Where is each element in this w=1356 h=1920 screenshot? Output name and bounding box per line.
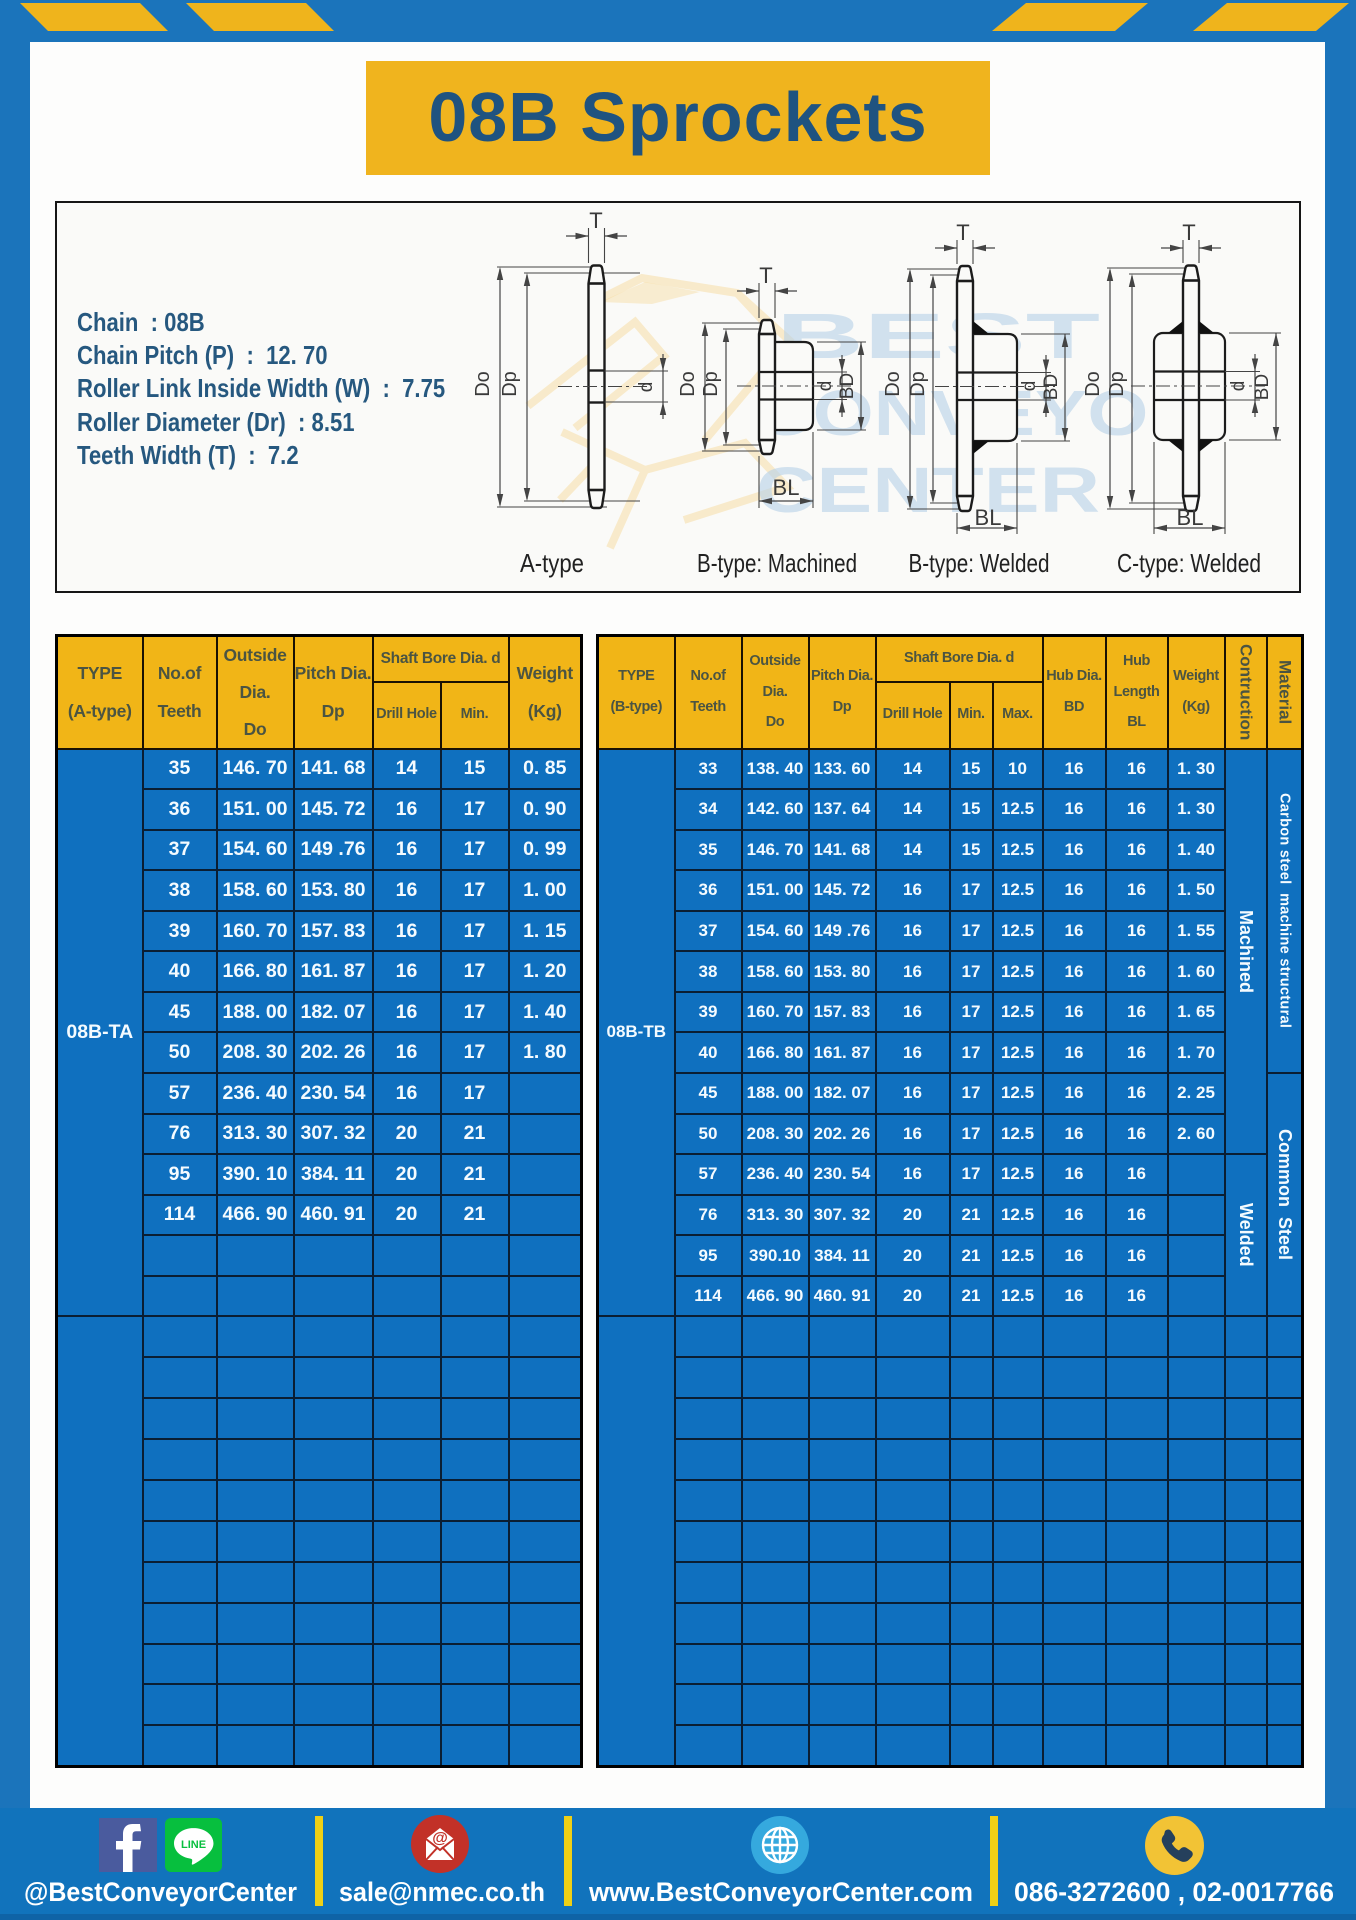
svg-text:d: d: [636, 382, 657, 393]
svg-text:B-type: Welded: B-type: Welded: [909, 548, 1050, 578]
svg-text:T: T: [589, 208, 602, 233]
svg-text:BD: BD: [837, 373, 858, 399]
svg-text:@: @: [432, 1830, 448, 1847]
svg-text:A-type: A-type: [520, 548, 584, 578]
svg-text:BD: BD: [1252, 374, 1273, 400]
svg-text:Do: Do: [677, 371, 699, 397]
svg-text:T: T: [759, 263, 772, 288]
svg-text:Do: Do: [882, 371, 904, 397]
svg-text:BEST: BEST: [776, 300, 1100, 372]
svg-text:Do: Do: [1082, 371, 1104, 397]
svg-text:sale@nmec.co.th: sale@nmec.co.th: [339, 1877, 545, 1907]
svg-text:d: d: [815, 381, 836, 392]
svg-text:@BestConveyorCenter: @BestConveyorCenter: [24, 1877, 297, 1907]
svg-text:C-type: Welded: C-type: Welded: [1117, 548, 1261, 578]
svg-text:BL: BL: [1177, 505, 1204, 530]
svg-text:d: d: [1228, 381, 1249, 392]
svg-text:T: T: [956, 220, 969, 245]
svg-text:BL: BL: [975, 505, 1002, 530]
svg-text:Do: Do: [472, 371, 494, 397]
svg-text:BL: BL: [773, 475, 800, 500]
svg-text:LINE: LINE: [181, 1839, 206, 1851]
svg-text:www.BestConveyorCenter.com: www.BestConveyorCenter.com: [588, 1877, 973, 1907]
svg-text:T: T: [1182, 220, 1195, 245]
svg-text:Dp: Dp: [1106, 371, 1128, 397]
svg-text:BD: BD: [1041, 374, 1062, 400]
svg-text:Dp: Dp: [499, 371, 521, 397]
svg-text:086-3272600 , 02-0017766: 086-3272600 , 02-0017766: [1014, 1877, 1334, 1907]
svg-text:CENTER: CENTER: [756, 454, 1100, 526]
svg-text:Dp: Dp: [700, 371, 722, 397]
svg-text:Dp: Dp: [907, 371, 929, 397]
svg-text:d: d: [1019, 381, 1040, 392]
svg-text:B-type: Machined: B-type: Machined: [697, 548, 857, 578]
